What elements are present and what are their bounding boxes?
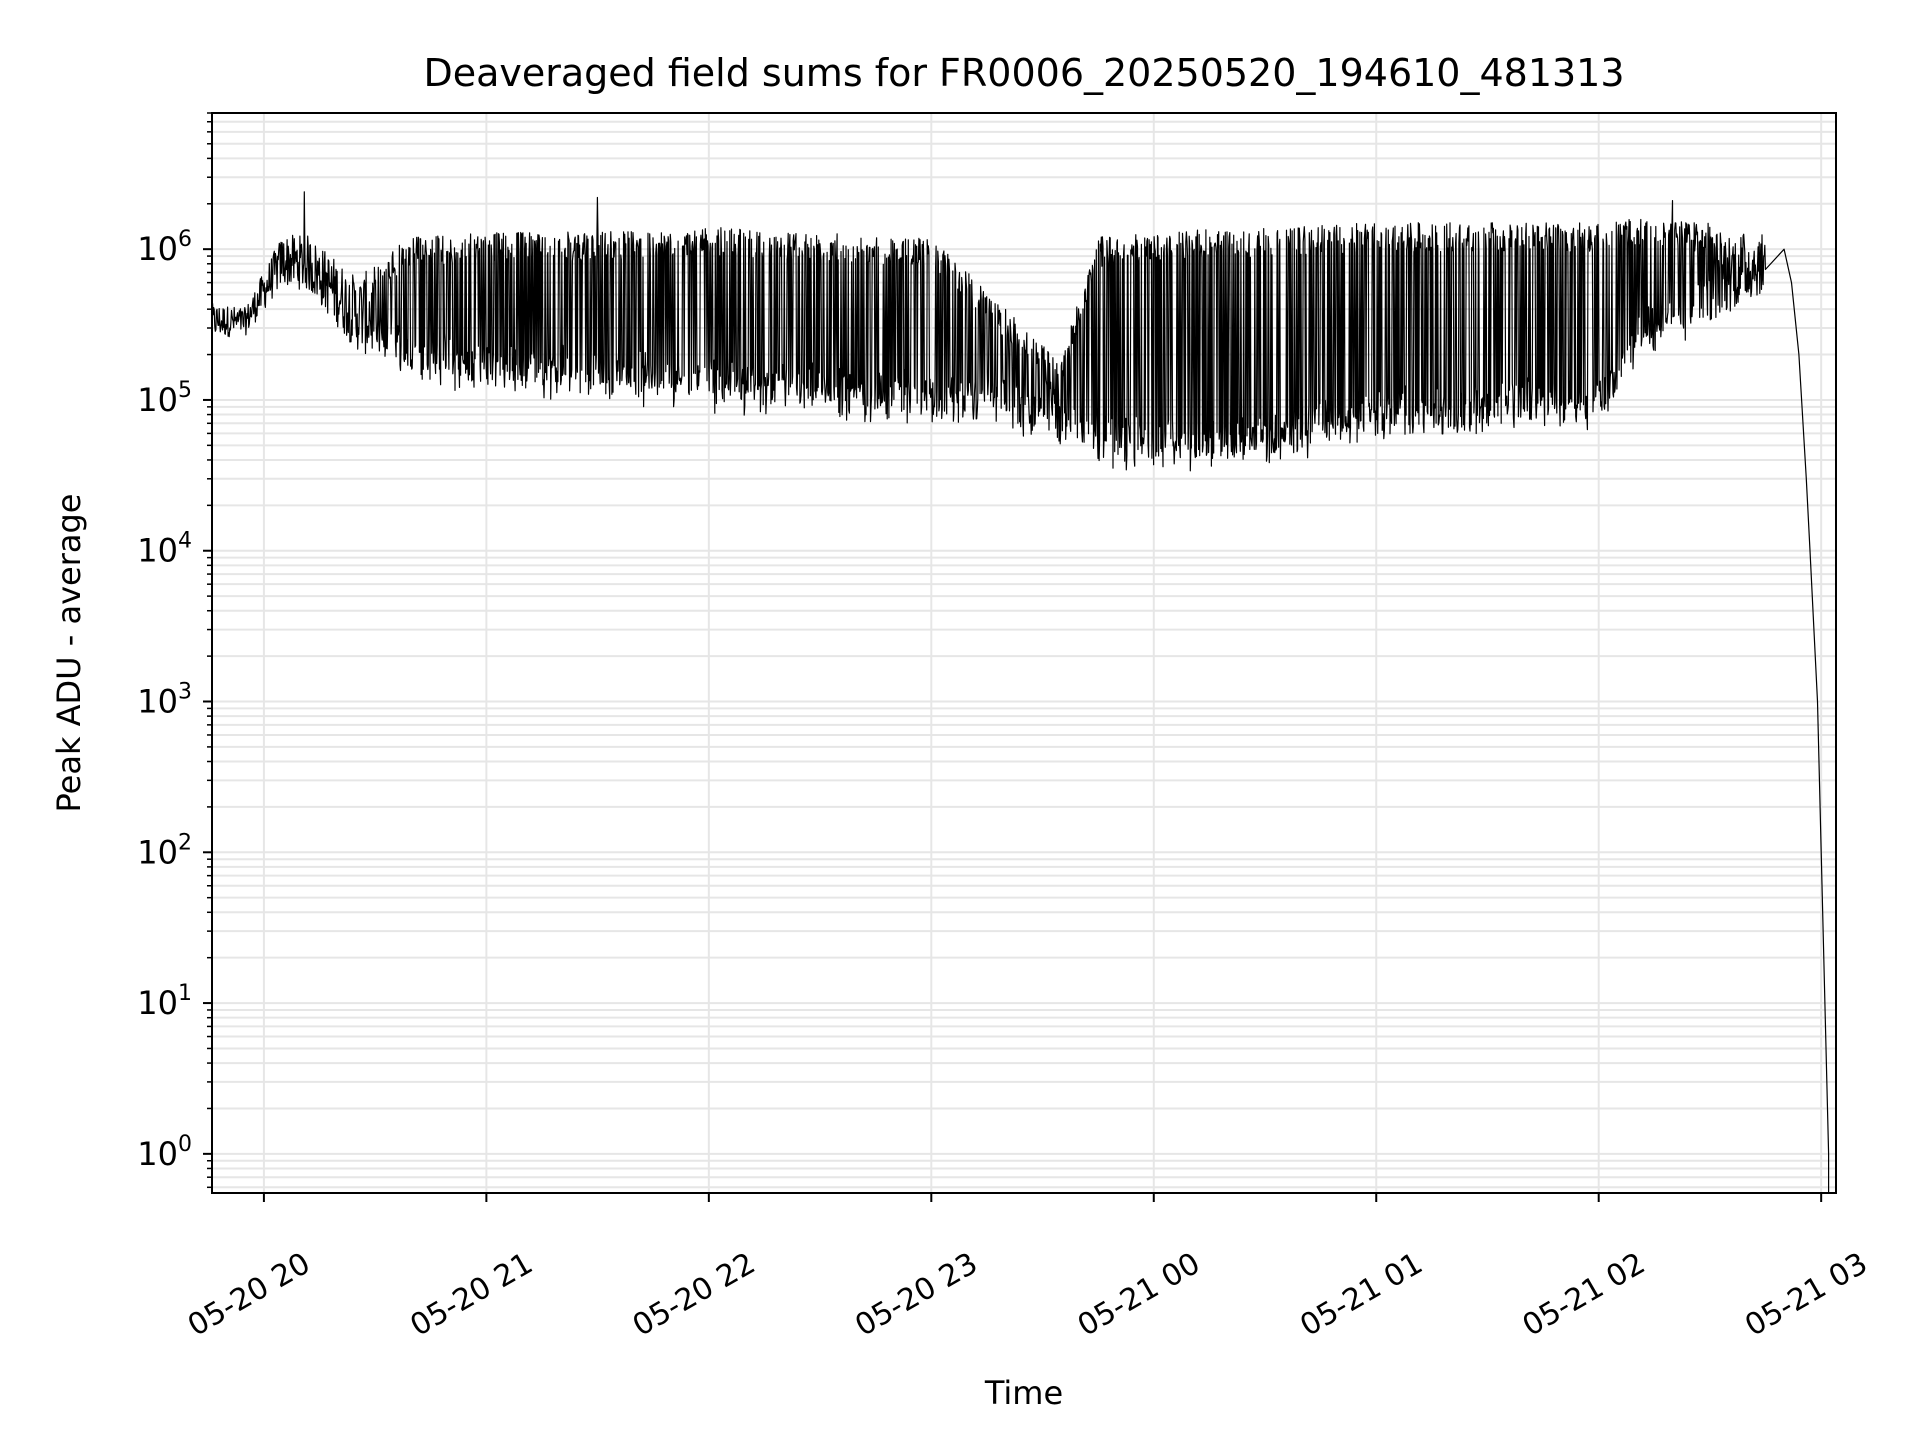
plot-frame [211,112,1837,1194]
y-tick-label: 100 [137,1132,192,1173]
y-tick-label: 103 [137,680,192,721]
y-tick-label: 105 [137,378,192,419]
chart-title: Deaveraged field sums for FR0006_2025052… [423,51,1624,95]
series-layer [211,191,1830,1193]
x-axis-label: Time [984,1374,1063,1412]
y-tick-label: 102 [137,830,192,871]
y-tick-label: 101 [137,981,192,1022]
y-axis-label: Peak ADU - average [50,494,88,813]
y-tick-label: 106 [137,227,192,268]
series-line [211,191,1830,1193]
y-tick-label: 104 [137,529,192,570]
